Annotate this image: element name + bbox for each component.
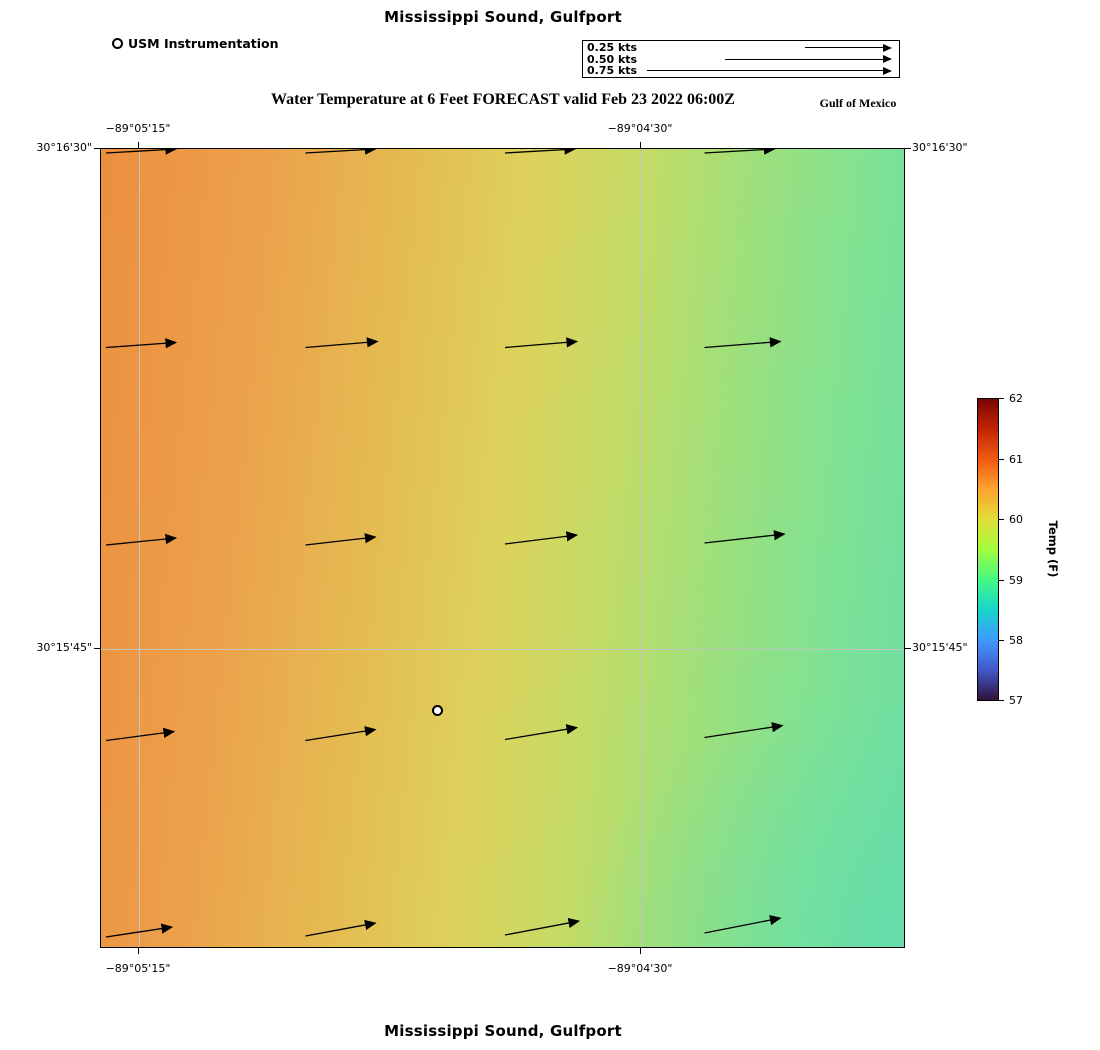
scale-row: 0.75 kts [583, 65, 899, 77]
colorbar-tick-label: 61 [1009, 453, 1023, 466]
lat-tick-label-left-middle: 30°15'45" [36, 641, 92, 654]
temperature-map-plot [100, 148, 905, 948]
colorbar-tick [999, 519, 1004, 520]
instrument-legend: USM Instrumentation [112, 36, 279, 51]
lon-tick-label-bottom-right: −89°04'30" [607, 962, 673, 975]
colorbar-tick [999, 459, 1004, 460]
colorbar [977, 398, 999, 701]
scale-label: 0.50 kts [587, 52, 638, 66]
scale-arrow-icon [805, 43, 892, 52]
colorbar-tick-label: 59 [1009, 574, 1023, 587]
scale-label: 0.75 kts [587, 64, 638, 77]
colorbar-tick [999, 700, 1004, 701]
colorbar-tick [999, 398, 1004, 399]
axis-tick [94, 148, 100, 149]
axis-tick [640, 142, 641, 148]
colorbar-tick [999, 640, 1004, 641]
scale-arrow-icon [647, 66, 892, 75]
region-label: Gulf of Mexico [819, 96, 897, 110]
colorbar-tick-label: 60 [1009, 513, 1023, 526]
gridline-vertical [139, 149, 140, 947]
station-circle-icon [112, 38, 123, 49]
current-vectors [105, 149, 786, 938]
axis-tick [905, 148, 911, 149]
axis-tick [94, 648, 100, 649]
plot-title-bottom: Mississippi Sound, Gulfport [384, 1022, 622, 1040]
station-marker-icon [432, 705, 443, 716]
lon-tick-label-top-right: −89°04'30" [607, 122, 673, 135]
lat-tick-label-right-middle: 30°15'45" [912, 641, 968, 654]
scale-arrow-icon [725, 55, 892, 63]
current-scale-legend: 0.25 kts 0.50 kts 0.75 kts [582, 40, 900, 78]
colorbar-tick-label: 57 [1009, 694, 1023, 707]
colorbar-tick-label: 62 [1009, 392, 1023, 405]
lat-tick-label-right-top: 30°16'30" [912, 141, 968, 154]
instrument-legend-label: USM Instrumentation [128, 36, 279, 51]
axis-tick [138, 142, 139, 148]
scale-row: 0.25 kts [583, 42, 899, 54]
colorbar-tick-label: 58 [1009, 634, 1023, 647]
gridline-horizontal [101, 649, 904, 650]
colorbar-axis-label: Temp (F) [1046, 520, 1060, 578]
lat-tick-label-left-top: 30°16'30" [36, 141, 92, 154]
scale-row: 0.50 kts [583, 52, 899, 66]
axis-tick [138, 948, 139, 954]
colorbar-tick [999, 580, 1004, 581]
plot-subtitle: Water Temperature at 6 Feet FORECAST val… [271, 91, 735, 108]
gridline-vertical [641, 149, 642, 947]
plot-title-top: Mississippi Sound, Gulfport [384, 8, 622, 26]
axis-tick [640, 948, 641, 954]
lon-tick-label-top-left: −89°05'15" [105, 122, 171, 135]
axis-tick [905, 648, 911, 649]
lon-tick-label-bottom-left: −89°05'15" [105, 962, 171, 975]
scale-label: 0.25 kts [587, 41, 638, 54]
